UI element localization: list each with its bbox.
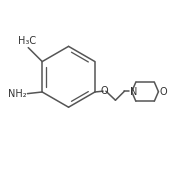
Text: O: O bbox=[100, 86, 108, 96]
Text: N: N bbox=[130, 87, 138, 97]
Text: O: O bbox=[160, 87, 167, 97]
Text: NH₂: NH₂ bbox=[8, 89, 27, 99]
Text: H₃C: H₃C bbox=[18, 36, 36, 46]
